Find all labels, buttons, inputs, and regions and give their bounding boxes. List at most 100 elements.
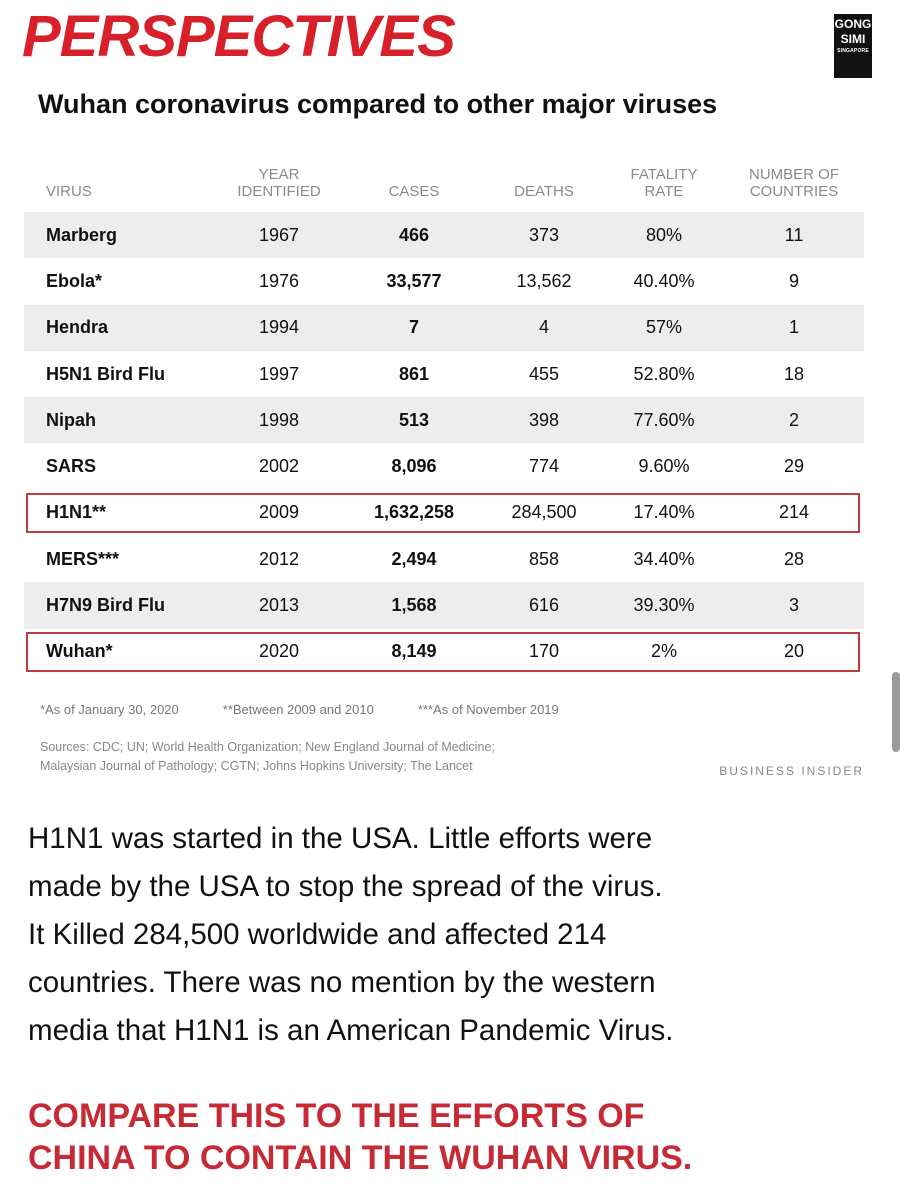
virus-comparison-table: VIRUS YEAR IDENTIFIED CASES DEATHS FATALI… — [24, 138, 864, 675]
cell-cases: 8,149 — [344, 628, 484, 675]
cell-fatality-rate: 2% — [604, 628, 724, 675]
cell-cases: 1,632,258 — [344, 489, 484, 537]
table-row: H7N9 Bird Flu 2013 1,568 616 39.30% 3 — [24, 582, 864, 629]
cell-virus: Nipah — [24, 397, 214, 444]
table-row: Wuhan* 2020 8,149 170 2% 20 — [24, 628, 864, 675]
cell-virus: Hendra — [24, 304, 214, 351]
cell-cases: 2,494 — [344, 536, 484, 583]
call-to-action: COMPARE THIS TO THE EFFORTS OF CHINA TO … — [28, 1095, 878, 1179]
cell-year: 2013 — [214, 582, 344, 629]
cell-deaths: 284,500 — [484, 489, 604, 537]
cell-virus: SARS — [24, 443, 214, 490]
cell-countries: 11 — [724, 212, 864, 259]
table-row: Marberg 1967 466 373 80% 11 — [24, 212, 864, 259]
cell-cases: 513 — [344, 397, 484, 444]
cell-countries: 1 — [724, 304, 864, 351]
cell-virus: Marberg — [24, 212, 214, 259]
cell-cases: 861 — [344, 350, 484, 398]
cell-virus: H7N9 Bird Flu — [24, 582, 214, 629]
cell-fatality-rate: 40.40% — [604, 258, 724, 305]
commentary-text: H1N1 was started in the USA. Little effo… — [28, 815, 878, 1055]
cell-fatality-rate: 57% — [604, 304, 724, 351]
commentary-line-4: countries. There was no mention by the w… — [28, 966, 656, 999]
cell-countries: 28 — [724, 536, 864, 583]
cell-virus: Wuhan* — [24, 628, 214, 675]
cell-countries: 20 — [724, 628, 864, 675]
cell-cases: 1,568 — [344, 582, 484, 629]
cell-deaths: 455 — [484, 350, 604, 398]
cta-line-1: COMPARE THIS TO THE EFFORTS OF — [28, 1097, 645, 1135]
cell-year: 1994 — [214, 304, 344, 351]
cell-year: 1967 — [214, 212, 344, 259]
column-header-virus: VIRUS — [46, 183, 92, 200]
cell-countries: 2 — [724, 397, 864, 444]
commentary-line-3: It Killed 284,500 worldwide and affected… — [28, 918, 607, 951]
footnote-3: ***As of November 2019 — [417, 702, 559, 717]
table-header-row: VIRUS YEAR IDENTIFIED CASES DEATHS FATALI… — [24, 138, 864, 212]
cell-cases: 466 — [344, 212, 484, 259]
table-row: Hendra 1994 7 4 57% 1 — [24, 304, 864, 351]
logo-line-2: SIMI — [840, 32, 866, 46]
cell-virus: Ebola* — [24, 258, 214, 305]
cell-deaths: 858 — [484, 536, 604, 583]
table-row: Nipah 1998 513 398 77.60% 2 — [24, 397, 864, 444]
publisher-logo: GONG SIMI SINGAPORE — [834, 14, 872, 78]
page-subtitle: Wuhan coronavirus compared to other majo… — [38, 89, 718, 119]
cell-fatality-rate: 9.60% — [604, 443, 724, 490]
cell-virus: MERS*** — [24, 536, 214, 583]
cell-fatality-rate: 52.80% — [604, 350, 724, 398]
scrollbar-thumb[interactable] — [892, 672, 900, 752]
cell-year: 1998 — [214, 397, 344, 444]
table-body: Marberg 1967 466 373 80% 11 Ebola* 1976 33,577 13… — [24, 212, 864, 675]
cell-year: 2009 — [214, 489, 344, 537]
cell-deaths: 616 — [484, 582, 604, 629]
cell-year: 2002 — [214, 443, 344, 490]
cell-virus: H5N1 Bird Flu — [24, 350, 214, 398]
sources-line-2: Malaysian Journal of Pathology; CGTN; Jo… — [40, 759, 473, 773]
cell-deaths: 373 — [484, 212, 604, 259]
cell-countries: 214 — [724, 489, 864, 537]
footnote-2: **Between 2009 and 2010 — [222, 702, 374, 717]
cell-deaths: 774 — [484, 443, 604, 490]
commentary-line-2: made by the USA to stop the spread of th… — [28, 870, 663, 903]
cell-deaths: 13,562 — [484, 258, 604, 305]
commentary-line-5: media that H1N1 is an American Pandemic … — [28, 1014, 674, 1047]
cell-fatality-rate: 77.60% — [604, 397, 724, 444]
column-header-year: YEAR IDENTIFIED — [237, 166, 321, 200]
cell-countries: 29 — [724, 443, 864, 490]
sources: Sources: CDC; UN; World Health Organizat… — [40, 738, 680, 776]
commentary-line-1: H1N1 was started in the USA. Little effo… — [28, 822, 653, 855]
table-row: Ebola* 1976 33,577 13,562 40.40% 9 — [24, 258, 864, 305]
column-header-countries: NUMBER OF COUNTRIES — [749, 166, 839, 200]
table-row: SARS 2002 8,096 774 9.60% 29 — [24, 443, 864, 490]
cell-countries: 9 — [724, 258, 864, 305]
cell-year: 1997 — [214, 350, 344, 398]
cell-fatality-rate: 80% — [604, 212, 724, 259]
column-header-deaths: DEATHS — [514, 183, 574, 200]
cell-deaths: 4 — [484, 304, 604, 351]
table-row: MERS*** 2012 2,494 858 34.40% 28 — [24, 536, 864, 583]
cell-countries: 3 — [724, 582, 864, 629]
logo-line-3: SINGAPORE — [837, 48, 869, 54]
table-row: H1N1** 2009 1,632,258 284,500 17.40% 214 — [24, 489, 864, 537]
table-row: H5N1 Bird Flu 1997 861 455 52.80% 18 — [24, 350, 864, 398]
cell-cases: 33,577 — [344, 258, 484, 305]
cell-countries: 18 — [724, 350, 864, 398]
cell-cases: 7 — [344, 304, 484, 351]
footnotes: *As of January 30, 2020 **Between 2009 a… — [40, 702, 860, 717]
cell-year: 2012 — [214, 536, 344, 583]
cell-fatality-rate: 39.30% — [604, 582, 724, 629]
brand-credit: BUSINESS INSIDER — [719, 764, 864, 778]
page-title: PERSPECTIVES — [22, 4, 456, 69]
cell-deaths: 170 — [484, 628, 604, 675]
cell-year: 1976 — [214, 258, 344, 305]
column-header-fatality: FATALITY RATE — [630, 166, 698, 200]
logo-line-1: GONG — [834, 17, 872, 31]
cell-cases: 8,096 — [344, 443, 484, 490]
sources-line-1: Sources: CDC; UN; World Health Organizat… — [40, 740, 495, 754]
column-header-cases: CASES — [388, 183, 440, 200]
cell-fatality-rate: 34.40% — [604, 536, 724, 583]
cta-line-2: CHINA TO CONTAIN THE WUHAN VIRUS. — [28, 1139, 693, 1177]
footnote-1: *As of January 30, 2020 — [40, 702, 179, 717]
